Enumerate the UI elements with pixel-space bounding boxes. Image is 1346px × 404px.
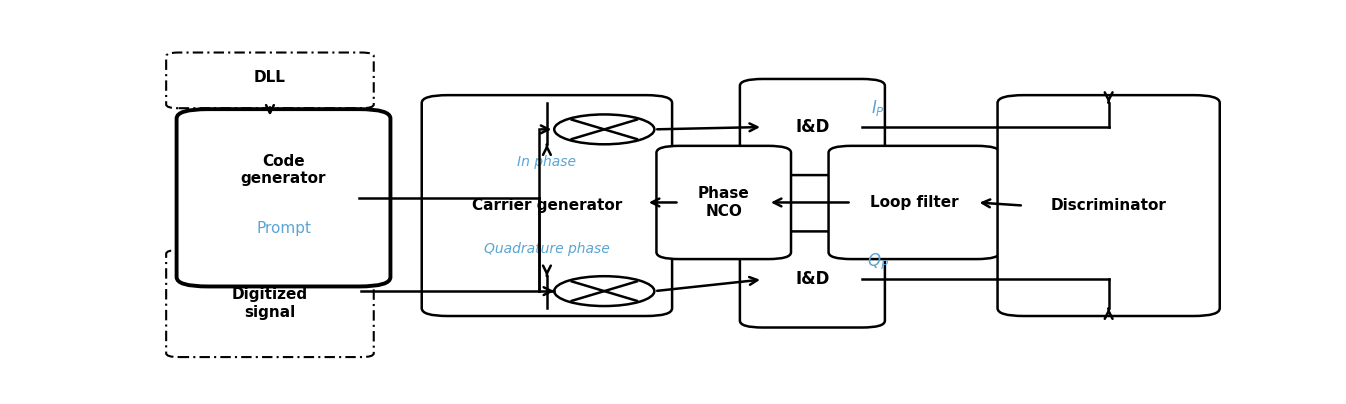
Text: Carrier generator: Carrier generator — [472, 198, 622, 213]
FancyBboxPatch shape — [166, 250, 374, 357]
Text: DLL: DLL — [254, 70, 285, 85]
Text: Loop filter: Loop filter — [870, 195, 958, 210]
Text: Discriminator: Discriminator — [1051, 198, 1167, 213]
FancyBboxPatch shape — [740, 79, 884, 175]
FancyBboxPatch shape — [166, 53, 374, 108]
FancyBboxPatch shape — [829, 146, 1000, 259]
Text: I&D: I&D — [795, 118, 829, 136]
FancyBboxPatch shape — [421, 95, 672, 316]
Text: $I_P$: $I_P$ — [871, 98, 884, 118]
FancyBboxPatch shape — [657, 146, 791, 259]
Text: Prompt: Prompt — [256, 221, 311, 236]
Text: Phase
NCO: Phase NCO — [697, 186, 750, 219]
FancyBboxPatch shape — [997, 95, 1219, 316]
Text: In phase: In phase — [517, 155, 576, 169]
Text: Code
generator: Code generator — [241, 154, 326, 186]
Text: Quadrature phase: Quadrature phase — [485, 242, 610, 256]
FancyBboxPatch shape — [740, 231, 884, 328]
Text: Digitized
signal: Digitized signal — [232, 287, 308, 320]
Text: I&D: I&D — [795, 270, 829, 288]
Text: $Q_P$: $Q_P$ — [867, 251, 888, 271]
FancyBboxPatch shape — [176, 109, 390, 286]
